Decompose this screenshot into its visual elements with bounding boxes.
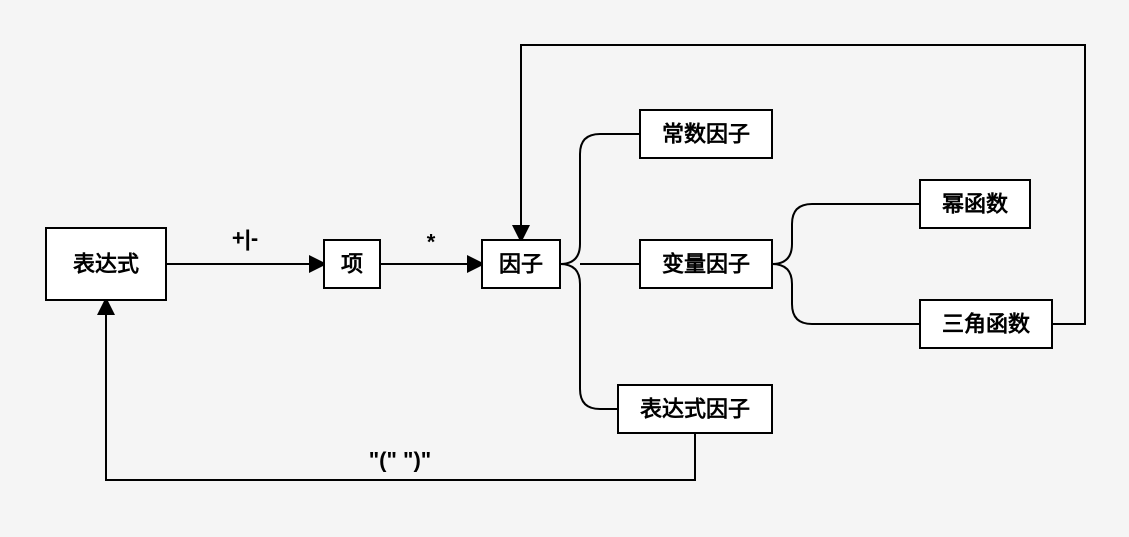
- node-expression-label: 表达式: [73, 252, 139, 277]
- edge-label-paren: "(" ")": [369, 448, 432, 473]
- grammar-diagram: +|- * "(" ")" 表达式 项 因子 常数因子 变量因子 表达式因子 幂…: [0, 0, 1129, 537]
- brace-factor-children: [560, 134, 640, 409]
- brace-varfactor-children: [772, 204, 920, 324]
- node-const-factor-label: 常数因子: [662, 122, 750, 147]
- node-power-fn-label: 幂函数: [942, 192, 1009, 217]
- node-var-factor-label: 变量因子: [662, 252, 750, 277]
- node-expr-factor-label: 表达式因子: [640, 397, 750, 422]
- node-term-label: 项: [341, 252, 363, 277]
- edge-label-star: *: [427, 230, 436, 255]
- edge-label-plus-minus: +|-: [232, 226, 258, 251]
- node-trig-fn-label: 三角函数: [942, 312, 1031, 337]
- node-factor-label: 因子: [499, 252, 543, 277]
